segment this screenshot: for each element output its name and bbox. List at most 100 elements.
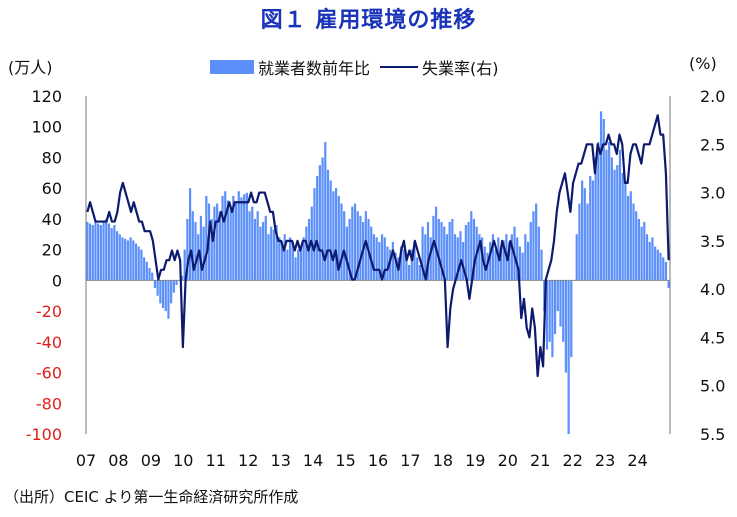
bar	[637, 218, 641, 281]
bar	[380, 234, 384, 281]
bar	[651, 237, 654, 281]
legend: 就業者数前年比 失業率(右)	[210, 55, 499, 79]
bar	[532, 211, 535, 281]
x-tick-label: 10	[173, 451, 193, 470]
bar	[329, 180, 332, 281]
bar	[175, 280, 178, 285]
bar	[134, 243, 138, 281]
bar	[224, 191, 227, 281]
bar	[245, 192, 248, 281]
bar	[143, 257, 146, 281]
bar	[478, 234, 481, 281]
right-tick-label: 4.0	[700, 280, 725, 299]
x-tick-label: 12	[238, 451, 258, 470]
bar	[526, 241, 530, 281]
bar	[445, 234, 449, 281]
bar	[654, 246, 657, 281]
bar	[126, 240, 130, 281]
x-tick-label: 20	[498, 451, 518, 470]
bar	[410, 249, 413, 281]
bar	[378, 241, 381, 281]
bar	[343, 211, 346, 281]
bar	[121, 237, 124, 281]
bar	[370, 226, 373, 281]
bar	[140, 249, 143, 281]
x-tick-label: 19	[465, 451, 485, 470]
left-tick-label: 100	[31, 118, 62, 137]
legend-bar-label: 就業者数前年比	[258, 59, 371, 78]
bar	[451, 218, 454, 281]
bar	[575, 234, 578, 281]
bar	[472, 218, 476, 281]
bar	[326, 169, 330, 281]
bar	[205, 195, 208, 281]
bar	[405, 257, 408, 281]
bar	[470, 211, 473, 281]
x-tick-label: 17	[400, 451, 420, 470]
bar	[632, 203, 635, 281]
bar	[340, 203, 343, 281]
source-note: （出所）CEIC より第一生命経済研究所作成	[4, 488, 299, 506]
bar	[275, 225, 278, 281]
bar	[256, 211, 259, 281]
bar	[240, 197, 243, 281]
bar	[218, 211, 221, 281]
bar	[110, 228, 113, 281]
x-tick-label: 24	[627, 451, 647, 470]
bar	[180, 275, 184, 281]
right-tick-label: 2.0	[700, 87, 725, 106]
bar	[518, 246, 522, 281]
bar	[321, 157, 324, 281]
bar	[540, 249, 543, 281]
bar	[564, 280, 568, 373]
bar	[145, 261, 148, 281]
bar	[389, 249, 392, 281]
bar	[489, 241, 492, 281]
bar	[372, 234, 376, 281]
bar	[199, 215, 203, 281]
bar	[272, 229, 276, 281]
bar	[516, 237, 519, 281]
bar	[591, 180, 595, 281]
left-tick-label: 80	[42, 149, 62, 168]
bar	[351, 206, 354, 281]
bar	[164, 280, 167, 312]
bar	[510, 234, 513, 281]
bar	[416, 257, 419, 281]
bar	[386, 246, 389, 281]
bar	[234, 203, 238, 281]
bar	[243, 194, 246, 281]
x-tick-label: 21	[530, 451, 550, 470]
bar	[459, 231, 462, 281]
x-tick-label: 18	[433, 451, 453, 470]
bar	[191, 211, 194, 281]
x-tick-label: 14	[303, 451, 323, 470]
bar	[624, 180, 627, 281]
x-tick-label: 23	[595, 451, 615, 470]
bar	[348, 218, 351, 281]
bar	[399, 246, 403, 281]
bar	[456, 237, 459, 281]
right-tick-label: 4.5	[700, 328, 725, 347]
bar	[302, 237, 305, 281]
bar	[462, 241, 465, 281]
bar	[324, 142, 327, 281]
bar	[91, 225, 94, 281]
bar	[259, 226, 262, 281]
bar	[391, 241, 394, 281]
bar	[605, 149, 608, 281]
bar	[124, 238, 127, 281]
bar	[299, 246, 303, 281]
bar	[464, 225, 467, 281]
bar	[318, 165, 321, 281]
bar	[502, 240, 505, 281]
bar	[313, 188, 316, 281]
bar	[159, 280, 162, 304]
bar	[648, 241, 651, 281]
bar	[153, 280, 157, 289]
bar	[602, 119, 605, 281]
bar	[113, 225, 116, 281]
right-tick-label: 2.5	[700, 135, 725, 154]
x-tick-label: 16	[368, 451, 388, 470]
